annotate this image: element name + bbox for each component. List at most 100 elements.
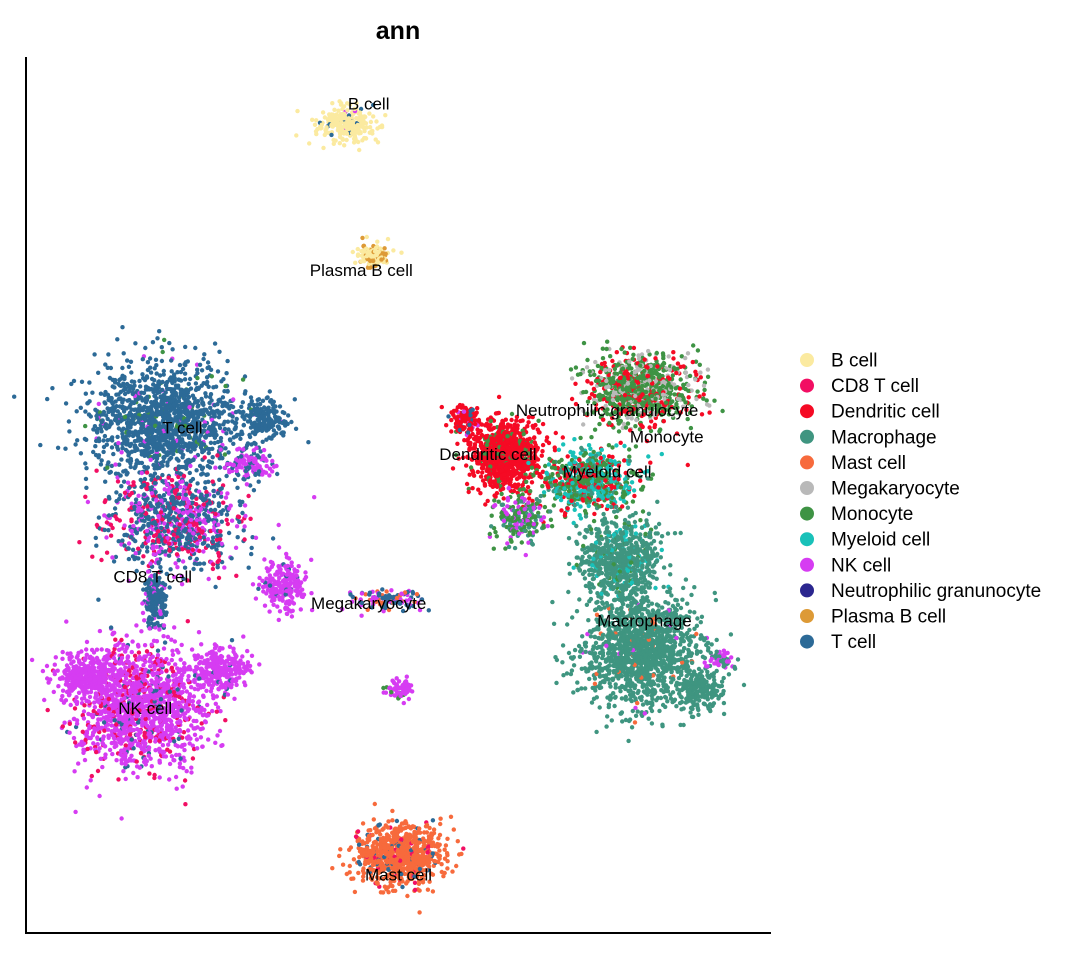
scatter-point xyxy=(78,405,84,410)
scatter-point xyxy=(72,668,78,674)
scatter-point xyxy=(242,503,248,508)
scatter-point xyxy=(338,132,343,137)
scatter-point xyxy=(154,639,160,644)
scatter-point xyxy=(139,513,144,518)
scatter-point xyxy=(207,432,212,438)
scatter-point xyxy=(140,560,145,565)
scatter-point xyxy=(148,593,154,598)
scatter-point xyxy=(119,671,125,676)
scatter-point xyxy=(221,409,227,414)
scatter-point xyxy=(239,429,244,434)
scatter-point xyxy=(256,397,262,402)
scatter-point xyxy=(212,440,217,446)
scatter-point xyxy=(200,400,205,405)
scatter-point xyxy=(367,125,373,130)
scatter-point xyxy=(150,401,155,406)
scatter-point xyxy=(186,549,191,554)
scatter-point xyxy=(179,534,185,539)
scatter-point xyxy=(364,254,369,259)
scatter-point xyxy=(203,480,208,485)
scatter-point xyxy=(111,451,116,457)
scatter-point xyxy=(174,456,179,461)
scatter-point xyxy=(103,479,108,484)
scatter-point xyxy=(152,772,157,778)
scatter-point xyxy=(115,682,120,687)
scatter-point xyxy=(62,720,67,725)
scatter-point xyxy=(70,681,75,686)
scatter-point xyxy=(228,503,233,508)
scatter-point xyxy=(105,727,111,732)
scatter-point xyxy=(174,552,180,557)
scatter-point xyxy=(122,490,128,495)
scatter-point xyxy=(122,532,127,538)
scatter-point xyxy=(238,436,243,441)
scatter-point xyxy=(110,405,116,410)
scatter-point xyxy=(109,463,115,469)
scatter-point xyxy=(164,397,169,403)
scatter-point xyxy=(169,665,175,670)
scatter-point xyxy=(218,487,223,492)
scatter-point xyxy=(187,555,193,561)
scatter-point xyxy=(122,684,128,690)
scatter-point xyxy=(126,541,132,546)
scatter-point xyxy=(148,405,153,410)
scatter-point xyxy=(142,618,147,623)
scatter-point xyxy=(178,369,184,375)
scatter-point xyxy=(144,470,150,475)
scatter-point xyxy=(174,432,179,437)
scatter-point xyxy=(364,246,369,251)
scatter-point xyxy=(216,522,221,527)
scatter-point xyxy=(161,455,166,460)
scatter-point xyxy=(127,388,132,393)
scatter-point xyxy=(271,464,277,469)
scatter-point xyxy=(199,567,204,572)
scatter-point xyxy=(102,708,107,713)
scatter-point xyxy=(88,689,94,695)
scatter-point xyxy=(336,125,341,130)
scatter-point xyxy=(248,395,254,400)
scatter-point xyxy=(156,513,161,519)
scatter-point xyxy=(93,407,98,412)
scatter-point xyxy=(111,630,116,636)
scatter-point xyxy=(120,738,125,744)
scatter-point xyxy=(236,514,242,520)
scatter-point xyxy=(171,690,177,695)
scatter-point xyxy=(106,513,112,518)
scatter-point xyxy=(209,460,215,465)
scatter-point xyxy=(139,449,144,454)
scatter-point xyxy=(231,397,236,402)
scatter-point xyxy=(234,524,240,529)
scatter-point xyxy=(160,387,165,393)
scatter-point xyxy=(130,433,136,439)
scatter-point xyxy=(116,440,121,446)
scatter-point xyxy=(149,642,154,647)
scatter-point xyxy=(315,126,320,132)
scatter-point xyxy=(164,656,169,662)
scatter-point xyxy=(187,523,193,528)
scatter-point xyxy=(134,431,139,436)
scatter-point xyxy=(144,528,150,534)
scatter-point xyxy=(213,740,218,745)
scatter-point xyxy=(246,493,251,499)
scatter-point xyxy=(172,758,177,763)
scatter-point xyxy=(162,529,167,534)
scatter-point xyxy=(103,422,109,427)
scatter-point xyxy=(370,128,375,134)
scatter-point xyxy=(207,500,212,506)
scatter-point xyxy=(248,516,253,521)
scatter-point xyxy=(234,457,239,462)
scatter-point xyxy=(108,419,114,424)
scatter-point xyxy=(163,406,168,411)
scatter-point xyxy=(184,516,189,521)
scatter-point xyxy=(98,462,104,467)
scatter-point xyxy=(159,411,164,416)
scatter-point xyxy=(102,699,107,705)
scatter-point xyxy=(233,426,238,431)
scatter-point xyxy=(355,116,360,121)
scatter-point xyxy=(183,344,188,350)
scatter-point xyxy=(213,511,218,517)
scatter-point xyxy=(357,147,362,153)
scatter-point xyxy=(249,399,254,404)
scatter-point xyxy=(177,471,183,476)
scatter-point xyxy=(173,383,179,388)
